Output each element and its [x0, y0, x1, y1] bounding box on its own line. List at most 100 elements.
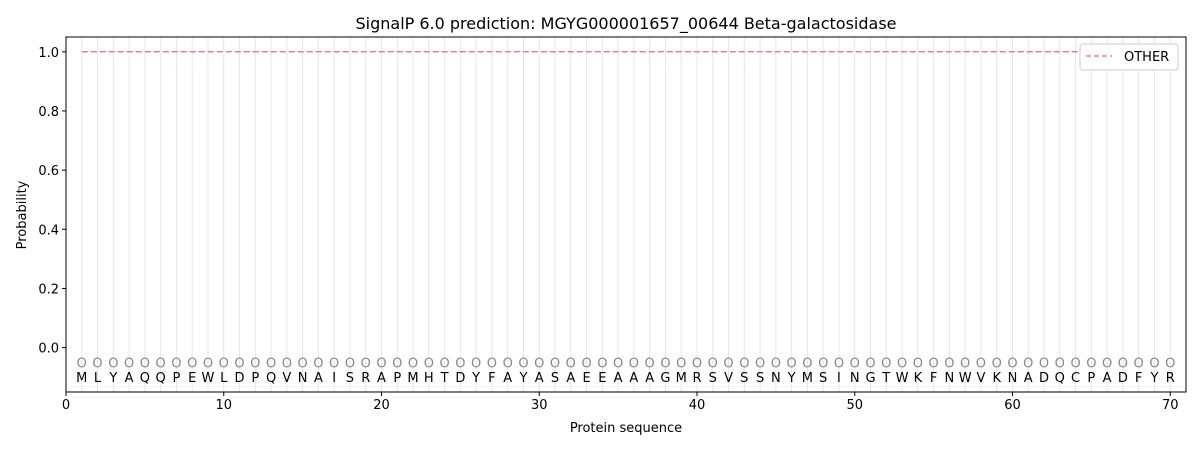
residue-label: A [629, 371, 638, 386]
plot-area [65, 36, 1187, 393]
predicted-label: O [865, 356, 875, 371]
predicted-label: O [471, 356, 481, 371]
predicted-label: O [77, 356, 87, 371]
predicted-label: O [818, 356, 828, 371]
residue-label: I [332, 371, 336, 386]
residue-label: Q [1055, 371, 1065, 386]
residue-label: S [740, 371, 748, 386]
predicted-label: O [850, 356, 860, 371]
predicted-label: O [944, 356, 954, 371]
predicted-label: O [282, 356, 292, 371]
predicted-label: O [1134, 356, 1144, 371]
predicted-label: O [156, 356, 166, 371]
x-tick-label: 20 [373, 398, 390, 413]
x-tick-label: 40 [689, 398, 706, 413]
residue-label: E [582, 371, 590, 386]
predicted-label: O [1055, 356, 1065, 371]
predicted-label: O [976, 356, 986, 371]
predicted-label: O [345, 356, 355, 371]
predicted-label: O [960, 356, 970, 371]
predicted-label: O [455, 356, 465, 371]
residue-label: P [173, 371, 181, 386]
predicted-label: O [566, 356, 576, 371]
predicted-label: O [739, 356, 749, 371]
predicted-label: O [487, 356, 497, 371]
legend: OTHER [1079, 43, 1179, 71]
residue-label: N [1008, 371, 1018, 386]
residue-label: Q [266, 371, 276, 386]
predicted-label: O [755, 356, 765, 371]
predicted-label: O [928, 356, 938, 371]
y-tick-label: 0.8 [38, 105, 59, 120]
residue-label: Q [140, 371, 150, 386]
x-axis-label: Protein sequence [570, 421, 682, 436]
legend-other-label: OTHER [1124, 50, 1169, 65]
predicted-label: O [645, 356, 655, 371]
predicted-label: O [676, 356, 686, 371]
residue-label: V [976, 371, 985, 386]
y-tick-label: 1.0 [38, 46, 59, 61]
residue-label: T [881, 371, 890, 386]
residue-label: W [896, 371, 909, 386]
predicted-label: O [1118, 356, 1128, 371]
residue-label: R [692, 371, 701, 386]
y-tick-label: 0.4 [38, 223, 59, 238]
x-tick-label: 0 [62, 398, 70, 413]
predicted-label: O [708, 356, 718, 371]
y-axis-label: Probability [15, 180, 30, 249]
predicted-label: O [361, 356, 371, 371]
predicted-label: O [392, 356, 402, 371]
residue-label: A [1103, 371, 1112, 386]
predicted-label: O [1086, 356, 1096, 371]
residue-label: K [914, 371, 923, 386]
predicted-label: O [250, 356, 260, 371]
residue-label: Y [787, 371, 796, 386]
residue-label: L [220, 371, 228, 386]
predicted-label: O [1070, 356, 1080, 371]
residue-label: W [202, 371, 215, 386]
residue-label: S [756, 371, 764, 386]
residue-label: D [1118, 371, 1128, 386]
predicted-label: O [503, 356, 513, 371]
predicted-label: O [692, 356, 702, 371]
residue-label: F [930, 371, 937, 386]
predicted-label: O [897, 356, 907, 371]
predicted-label: O [203, 356, 213, 371]
residue-label: D [1039, 371, 1049, 386]
predicted-label: O [597, 356, 607, 371]
residue-label: E [188, 371, 196, 386]
predicted-label: O [787, 356, 797, 371]
predicted-label: O [108, 356, 118, 371]
residue-label: M [407, 371, 418, 386]
predicted-label: O [881, 356, 891, 371]
residue-label: A [614, 371, 623, 386]
residue-label: D [455, 371, 465, 386]
predicted-label: O [234, 356, 244, 371]
residue-label: G [660, 371, 670, 386]
residue-label: Y [518, 371, 527, 386]
x-tick-label: 50 [846, 398, 863, 413]
predicted-label: O [723, 356, 733, 371]
predicted-label: O [439, 356, 449, 371]
predicted-label: O [1165, 356, 1175, 371]
residue-label: K [992, 371, 1001, 386]
predicted-label: O [266, 356, 276, 371]
residue-label: Y [471, 371, 480, 386]
residue-label: Y [108, 371, 117, 386]
residue-label: A [1024, 371, 1033, 386]
residue-label: G [865, 371, 875, 386]
residue-label: S [709, 371, 717, 386]
predicted-label: O [124, 356, 134, 371]
predicted-label: O [581, 356, 591, 371]
predicted-label: O [219, 356, 229, 371]
predicted-label: O [92, 356, 102, 371]
predicted-label: O [298, 356, 308, 371]
predicted-label: O [629, 356, 639, 371]
residue-label: F [1135, 371, 1142, 386]
residue-label: A [645, 371, 654, 386]
predicted-label: O [550, 356, 560, 371]
residue-label: S [346, 371, 354, 386]
residue-label: N [771, 371, 781, 386]
predicted-label: O [376, 356, 386, 371]
